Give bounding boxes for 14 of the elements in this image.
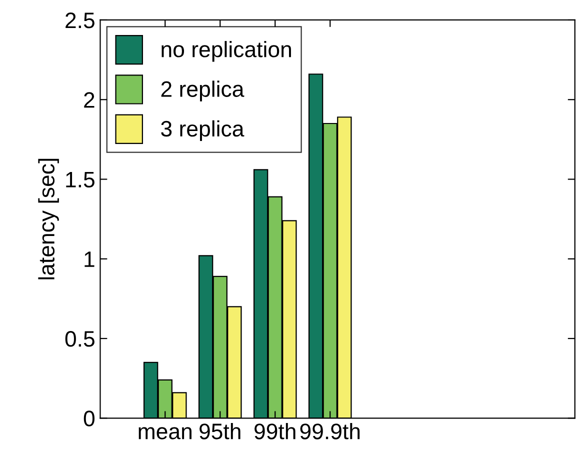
y-axis-title: latency [sec] bbox=[38, 158, 59, 280]
x-tick-label: mean bbox=[138, 427, 192, 440]
y-tick-label: 2 bbox=[84, 92, 94, 108]
y-tick-label: 0 bbox=[84, 410, 94, 426]
legend-label: 2 replica bbox=[161, 80, 244, 102]
y-tick-label: 1 bbox=[84, 252, 94, 267]
x-tick-label: 95th bbox=[200, 422, 240, 440]
y-tick-label: 0.5 bbox=[65, 331, 94, 347]
legend-label: no replication bbox=[162, 40, 291, 62]
legend-label: 3 replica bbox=[161, 120, 244, 142]
x-tick-label: 99th bbox=[254, 422, 296, 440]
y-tick-label: 1.5 bbox=[66, 172, 94, 188]
y-tick-label: 2.5 bbox=[66, 12, 94, 28]
x-tick-label: 99.9th bbox=[300, 422, 360, 440]
